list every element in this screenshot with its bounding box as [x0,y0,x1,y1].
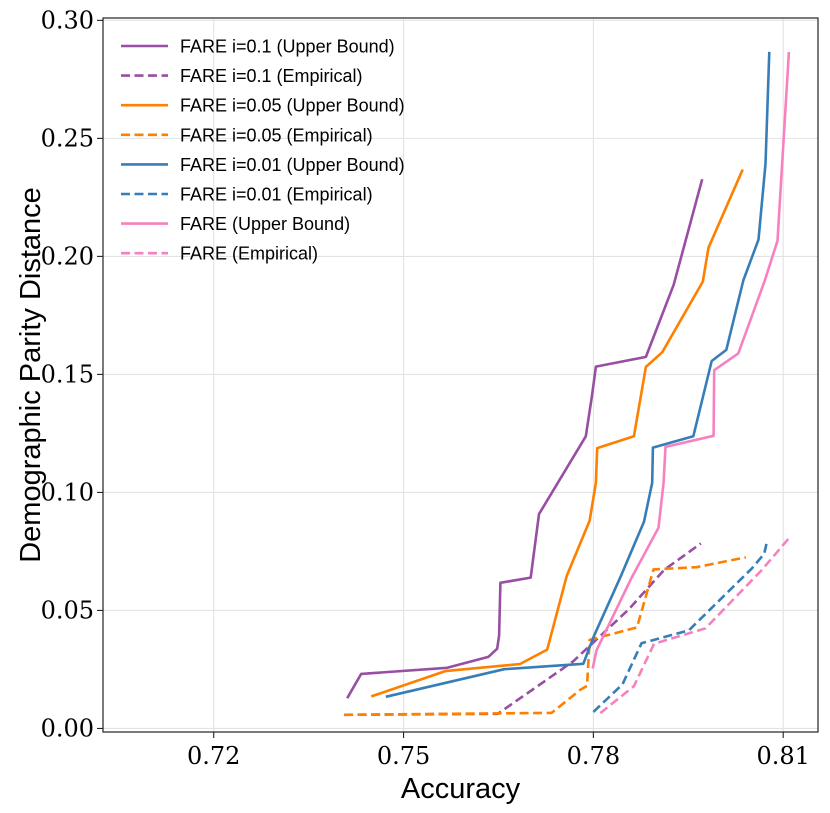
legend-label-fare-i-0-1-upper-bound: FARE i=0.1 (Upper Bound) [180,37,395,57]
legend-label-fare-i-0-01-upper-bound: FARE i=0.01 (Upper Bound) [180,155,405,175]
y-tick-label: 0.00 [41,714,94,742]
series-line-fare-i-0-01-upper-bound [385,51,771,699]
x-tick-label: 0.72 [187,742,240,770]
y-tick-label: 0.15 [41,360,94,388]
legend-label-fare-upper-bound: FARE (Upper Bound) [180,214,350,234]
x-tick-label: 0.75 [377,742,430,770]
x-tick-label: 0.81 [756,742,809,770]
series-line-fare-i-0-1-upper-bound [346,178,704,699]
y-tick-label: 0.05 [41,596,94,624]
series-line-fare-i-0-05-upper-bound [370,168,744,698]
x-tick-label: 0.78 [567,742,620,770]
series-line-fare-empirical [599,538,790,715]
ticks: 0.72 0.75 0.78 0.81 0.00 0.05 0.10 0.15 0.20 0.25… [41,6,810,770]
legend-label-fare-i-0-1-empirical: FARE i=0.1 (Empirical) [180,66,363,86]
series-layer [344,51,791,717]
y-tick-label: 0.25 [41,124,94,152]
y-tick-label: 0.20 [41,242,94,270]
legend-label-fare-i-0-01-empirical: FARE i=0.01 (Empirical) [180,185,373,205]
y-axis-label: Demographic Parity Distance [15,187,47,563]
plot-frame [102,17,819,733]
legend-label-fare-i-0-05-upper-bound: FARE i=0.05 (Upper Bound) [180,96,405,116]
legend-label-fare-empirical: FARE (Empirical) [180,244,318,264]
legend-label-fare-i-0-05-empirical: FARE i=0.05 (Empirical) [180,125,373,145]
y-tick-label: 0.10 [41,478,94,506]
x-axis-label: Accuracy [401,773,521,805]
series-line-fare-upper-bound [591,51,791,669]
legend: FARE i=0.1 (Upper Bound) FARE i=0.1 (Empi… [121,37,405,264]
y-tick-label: 0.30 [41,6,94,34]
grid [103,18,818,732]
series-line-fare-i-0-05-empirical [344,556,747,717]
